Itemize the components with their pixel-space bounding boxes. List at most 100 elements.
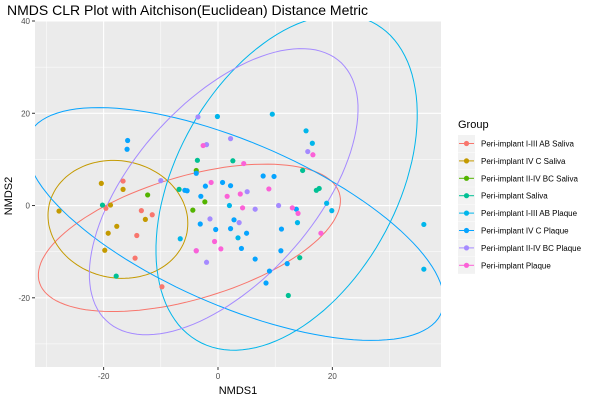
data-point	[235, 235, 241, 241]
data-point	[324, 200, 330, 206]
y-tick-label: 20	[21, 109, 30, 118]
data-point	[138, 208, 144, 214]
data-point	[241, 160, 247, 167]
data-point	[284, 261, 290, 267]
legend-item-label: Peri-implant I-III AB Plaque	[481, 209, 578, 218]
legend-key-point	[463, 140, 470, 147]
data-point	[231, 217, 237, 223]
legend-key-point	[463, 210, 470, 216]
legend-key-point	[463, 245, 470, 251]
data-point	[329, 208, 335, 214]
data-point	[202, 199, 208, 205]
data-point	[202, 183, 209, 189]
data-point	[309, 140, 315, 146]
data-point	[203, 259, 210, 265]
data-point	[289, 205, 295, 211]
data-point	[271, 173, 277, 180]
data-point	[214, 113, 221, 120]
data-point	[211, 238, 218, 245]
data-point	[207, 216, 213, 222]
data-point	[266, 186, 272, 192]
data-point	[56, 208, 62, 214]
data-point	[263, 280, 269, 286]
legend-item-label: Peri-implant II-IV BC Plaque	[481, 244, 582, 253]
axes: -20 0 20 -20 0 20 40	[18, 17, 337, 381]
plot-panel	[35, 20, 441, 367]
data-point	[177, 236, 183, 242]
data-point	[218, 246, 224, 252]
data-point	[208, 179, 214, 186]
data-point	[293, 206, 299, 212]
data-point	[113, 273, 119, 279]
data-point	[120, 178, 126, 184]
data-point	[193, 248, 199, 254]
data-point	[252, 256, 258, 262]
y-axis-title: NMDS2	[3, 177, 15, 216]
data-point	[105, 230, 111, 236]
data-point	[224, 193, 230, 199]
data-point	[102, 247, 108, 253]
data-point	[197, 221, 203, 227]
y-tick-label: 0	[26, 202, 31, 211]
legend-item-label: Peri-implant Plaque	[481, 261, 551, 270]
data-point	[318, 230, 324, 236]
data-point	[149, 212, 155, 218]
data-point	[107, 202, 114, 208]
points-layer	[56, 111, 427, 299]
data-point	[227, 226, 234, 232]
data-point	[120, 186, 126, 192]
legend-title: Group	[458, 119, 489, 131]
data-point	[230, 158, 236, 164]
confidence-ellipse	[47, 159, 189, 279]
data-point	[276, 202, 282, 209]
legend-key-point	[463, 227, 470, 234]
data-point	[278, 226, 285, 232]
data-point	[285, 292, 291, 299]
data-point	[219, 179, 226, 186]
legend-item-label: Peri-implant IV C Plaque	[481, 227, 569, 236]
x-tick-label: -20	[98, 372, 110, 381]
data-point	[295, 210, 301, 216]
data-point	[244, 189, 250, 195]
data-point	[200, 142, 206, 149]
legend-key-point	[463, 175, 470, 181]
data-point	[310, 152, 316, 158]
data-point	[421, 221, 427, 228]
data-point	[226, 202, 233, 209]
legend-item-label: Peri-implant IV C Saliva	[481, 157, 566, 166]
data-point	[98, 180, 104, 186]
data-point	[252, 206, 258, 212]
data-point	[243, 230, 250, 236]
data-point	[239, 205, 246, 211]
y-tick-label: -20	[18, 294, 30, 303]
data-point	[194, 157, 200, 163]
data-point	[176, 186, 182, 192]
data-point	[260, 173, 266, 179]
data-point	[266, 268, 273, 274]
data-point	[198, 193, 204, 199]
data-point	[300, 167, 306, 174]
data-point	[305, 148, 311, 155]
legend-key-point	[463, 262, 470, 268]
x-tick-label: 20	[328, 372, 337, 381]
legend: Group Peri-implant I-III AB Saliva Peri-i…	[458, 119, 582, 274]
confidence-ellipse	[88, 48, 359, 336]
legend-key-point	[463, 158, 470, 164]
data-point	[158, 178, 164, 184]
data-point	[316, 185, 322, 192]
data-point	[269, 111, 275, 117]
data-point	[99, 202, 106, 208]
data-point	[190, 207, 196, 213]
data-point	[237, 191, 243, 197]
data-point	[114, 223, 120, 229]
legend-item-label: Peri-implant II-IV BC Saliva	[481, 174, 578, 183]
legend-item-label: Peri-implant I-III AB Saliva	[481, 140, 574, 149]
confidence-ellipse	[155, 21, 418, 351]
data-point	[142, 216, 148, 222]
data-point	[238, 245, 245, 252]
data-point	[159, 284, 165, 290]
x-tick-label: 0	[216, 372, 221, 381]
data-point	[193, 170, 199, 176]
y-tick-label: 40	[21, 17, 30, 26]
